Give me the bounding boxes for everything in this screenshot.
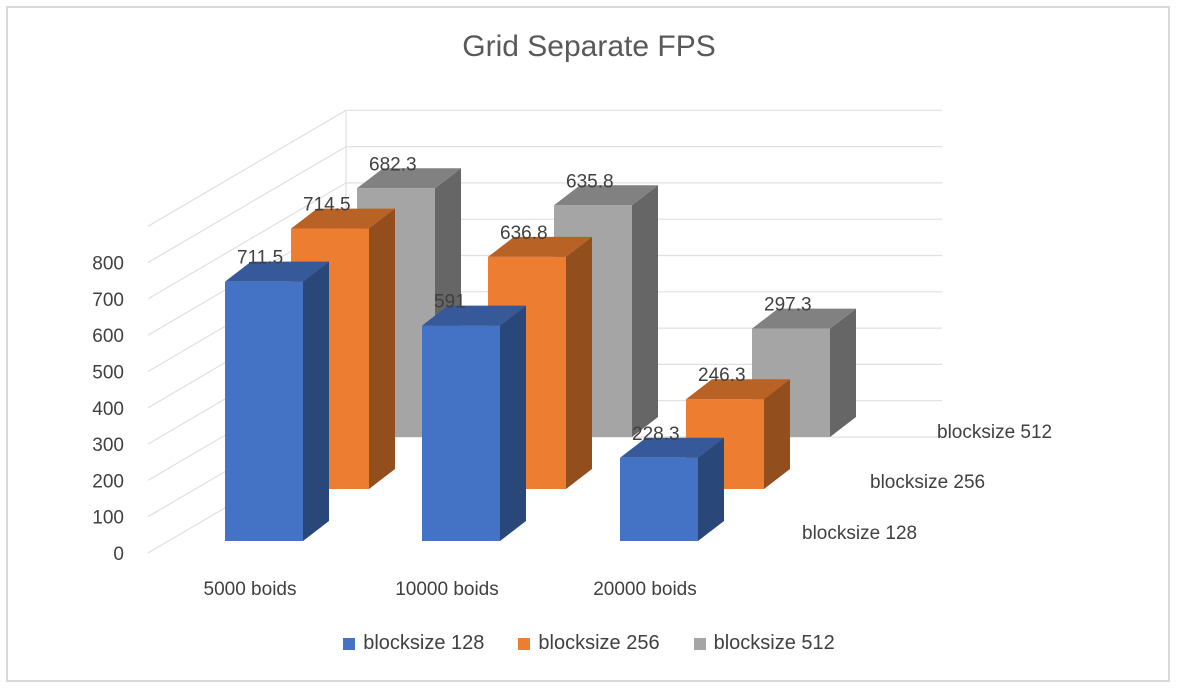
y-tick-label: 400: [92, 399, 124, 420]
x-tick-label: 5000 boids: [204, 579, 297, 600]
legend-swatch-0: [343, 637, 356, 650]
bar-side-face: [500, 305, 526, 541]
y-tick-label: 600: [92, 326, 124, 347]
bar-top-face: [554, 185, 658, 206]
data-label: 297.3: [764, 295, 812, 316]
legend-label-0: blocksize 128: [363, 632, 485, 654]
bar-top-face: [225, 261, 329, 282]
data-label: 635.8: [566, 171, 614, 192]
bar-top-face: [422, 305, 526, 326]
bar-1-0: 714.5: [291, 195, 395, 489]
depth-axis-labels: blocksize 128 blocksize 256 blocksize 512: [802, 422, 1052, 544]
bar-side-face: [764, 379, 790, 489]
gridline-side: [147, 146, 347, 264]
chart-bars: 682.3 635.8 297.3 714.5 636.8 246.3 711.5 591 22…: [225, 154, 856, 541]
legend-label-2: blocksize 512: [713, 632, 835, 654]
bar-side-face: [830, 308, 856, 437]
gridline-side: [147, 109, 347, 227]
bar-side-face: [632, 185, 658, 437]
data-label: 591: [434, 292, 466, 313]
y-tick-label: 200: [92, 471, 124, 492]
legend-swatch-2: [693, 637, 706, 650]
x-tick-label: 20000 boids: [593, 579, 697, 600]
legend-item-2: blocksize 512: [693, 632, 835, 655]
y-tick-label: 500: [92, 363, 124, 384]
chart-legend: blocksize 128 blocksize 256 blocksize 51…: [0, 632, 1178, 655]
data-label: 636.8: [500, 223, 548, 244]
gridline-side: [147, 182, 347, 300]
bar-side-face: [303, 261, 329, 541]
bar-top-face: [686, 379, 790, 400]
y-tick-label: 700: [92, 290, 124, 311]
bar-top-face: [488, 236, 592, 257]
legend-item-0: blocksize 128: [343, 632, 484, 655]
legend-swatch-1: [518, 637, 531, 650]
bar-0-0: 711.5: [225, 248, 329, 541]
bar-front-face: [422, 325, 500, 541]
bar-0-2: 228.3: [620, 424, 724, 541]
y-axis-ticks: 0 100 200 300 400 500 600 700 800: [92, 254, 124, 565]
data-label: 714.5: [303, 195, 351, 216]
y-tick-label: 100: [92, 508, 124, 529]
legend-item-1: blocksize 256: [518, 632, 660, 655]
x-tick-label: 10000 boids: [395, 579, 499, 600]
bar-top-face: [291, 208, 395, 229]
bar-top-face: [620, 437, 724, 458]
bar-side-face: [698, 437, 724, 541]
bar-top-face: [752, 308, 856, 329]
x-axis-ticks: 5000 boids 10000 boids 20000 boids: [204, 579, 697, 600]
data-label: 682.3: [369, 154, 417, 175]
y-tick-label: 0: [113, 544, 124, 565]
bar-0-1: 591: [422, 292, 526, 541]
data-label: 711.5: [237, 248, 283, 269]
bar-top-face: [357, 168, 461, 189]
data-label: 246.3: [698, 365, 746, 386]
bar-side-face: [566, 236, 592, 489]
chart-title: Grid Separate FPS: [462, 30, 716, 63]
bar-side-face: [369, 208, 395, 489]
depth-axis-label: blocksize 128: [802, 523, 917, 544]
y-tick-label: 800: [92, 254, 124, 275]
depth-axis-label: blocksize 256: [870, 472, 985, 493]
depth-axis-label: blocksize 512: [937, 422, 1052, 443]
y-tick-label: 300: [92, 435, 124, 456]
bar-front-face: [225, 281, 303, 541]
legend-label-1: blocksize 256: [538, 632, 660, 654]
data-label: 228.3: [632, 424, 680, 445]
bar-front-face: [620, 457, 698, 541]
